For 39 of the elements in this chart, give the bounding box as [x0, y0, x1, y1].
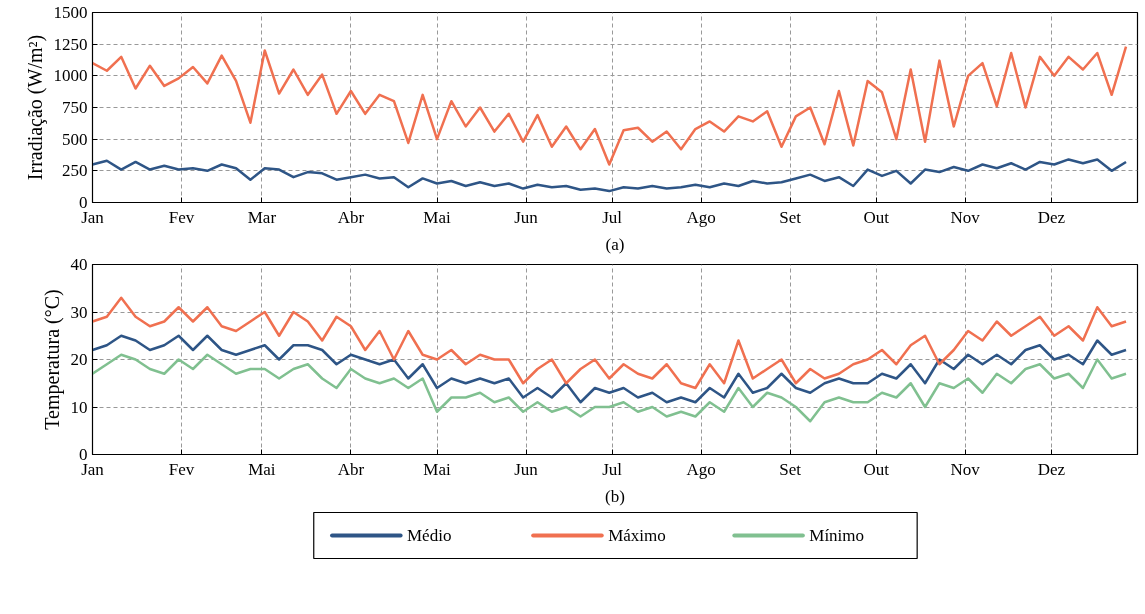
- y-tick-label: 1000: [53, 66, 88, 86]
- y-tick-label: 750: [62, 98, 88, 117]
- x-tick-label: Ago: [686, 459, 716, 479]
- y-tick-label: 500: [62, 129, 88, 149]
- x-tick-label: Fev: [168, 459, 195, 479]
- x-tick-label: Nov: [950, 207, 981, 227]
- y-axis-title: Temperatura (°C): [40, 289, 64, 430]
- legend-label: Máximo: [608, 526, 666, 545]
- y-axis-title: Irradiação (W/m²): [23, 34, 47, 181]
- x-tick-label: Fev: [168, 207, 195, 227]
- x-axis-title: (b): [605, 486, 625, 506]
- x-tick-label: Jul: [602, 459, 623, 479]
- y-tick-label: 250: [62, 161, 88, 181]
- y-tick-label: 10: [70, 397, 88, 417]
- x-tick-label: Mai: [423, 459, 451, 479]
- x-tick-label: Dez: [1037, 207, 1066, 227]
- x-tick-label: Set: [779, 459, 802, 479]
- legend-label: Mínimo: [809, 526, 865, 545]
- y-tick-label: 1500: [53, 3, 88, 22]
- x-tick-label: Set: [779, 207, 802, 227]
- y-tick-label: 1250: [53, 34, 88, 54]
- x-tick-label: Nov: [950, 459, 981, 479]
- legend-label: Médio: [407, 526, 452, 545]
- x-tick-label: Mai: [248, 459, 276, 479]
- x-tick-label: Abr: [337, 459, 365, 479]
- x-tick-label: Jul: [602, 207, 623, 227]
- x-tick-label: Jun: [514, 207, 539, 227]
- x-tick-label: Out: [863, 207, 890, 227]
- x-tick-label: Mar: [247, 207, 277, 227]
- x-tick-label: Jun: [514, 459, 539, 479]
- y-tick-label: 20: [70, 350, 88, 369]
- x-tick-label: Dez: [1037, 459, 1066, 479]
- y-tick-label: 40: [70, 255, 88, 274]
- x-tick-label: Abr: [337, 207, 365, 227]
- x-tick-label: Ago: [686, 207, 716, 227]
- y-tick-label: 30: [70, 302, 88, 322]
- x-tick-label: Out: [863, 459, 890, 479]
- x-tick-label: Mai: [423, 207, 451, 227]
- x-axis-title: (a): [605, 234, 625, 254]
